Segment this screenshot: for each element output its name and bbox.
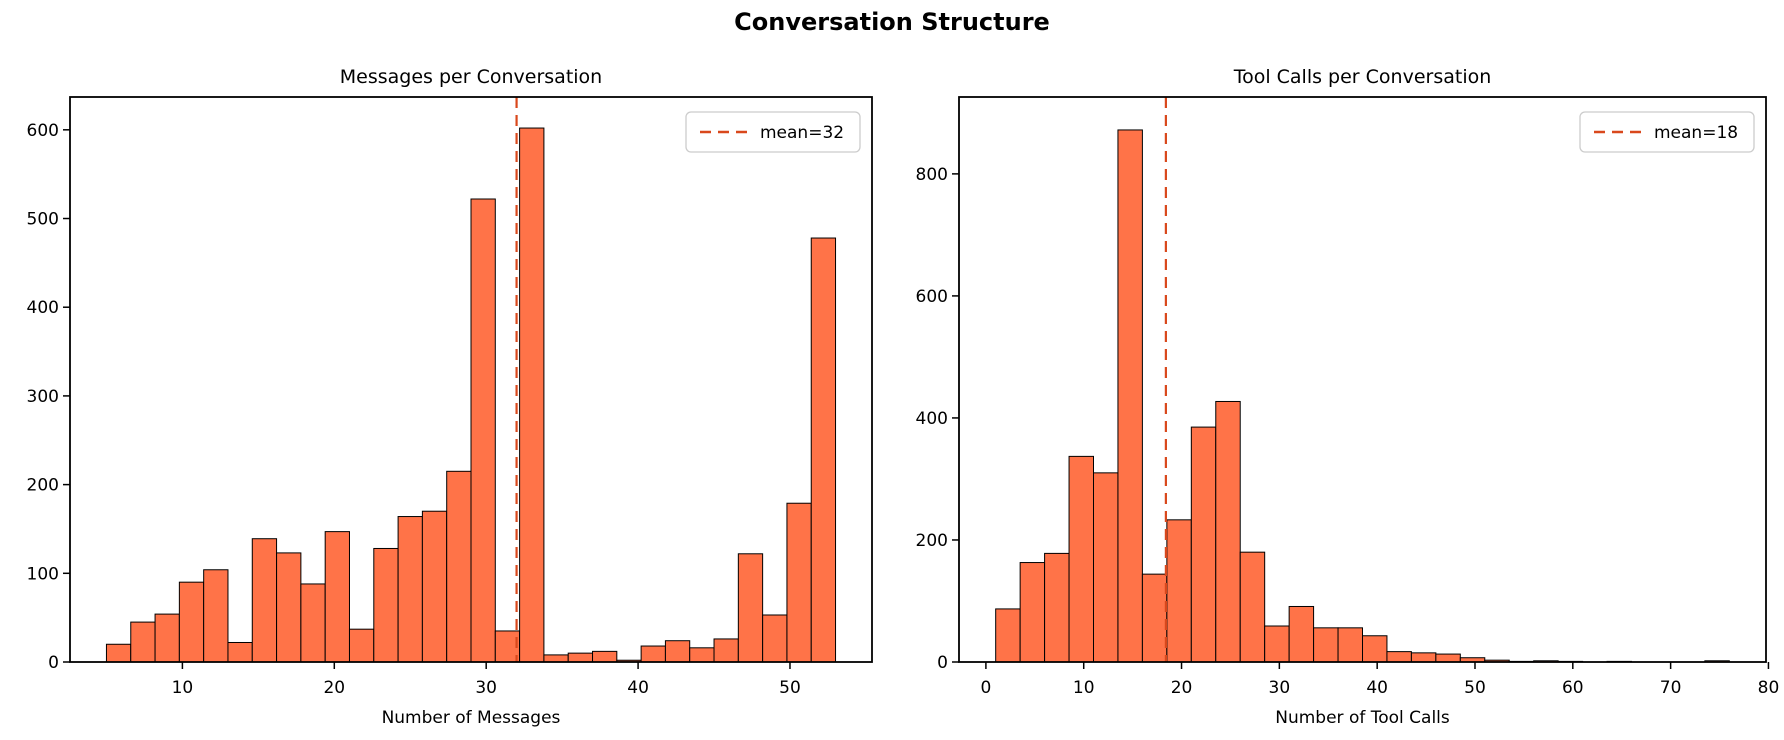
histogram-bar xyxy=(1117,129,1143,663)
legend: mean=32 xyxy=(685,111,861,153)
x-tick-label: 40 xyxy=(1366,678,1388,698)
legend-label: mean=18 xyxy=(1654,123,1738,143)
messages-histogram-bars xyxy=(105,127,837,663)
histogram-bar xyxy=(154,613,180,663)
x-axis-label: Number of Messages xyxy=(382,708,561,728)
histogram-bar xyxy=(592,650,618,663)
x-tick-label: 70 xyxy=(1660,678,1682,698)
histogram-bar xyxy=(1141,573,1168,663)
histogram-bar xyxy=(1362,635,1388,663)
histogram-bar xyxy=(737,553,764,663)
histogram-bar xyxy=(421,510,448,663)
histogram-bar xyxy=(1166,519,1192,663)
histogram-bar xyxy=(640,645,666,663)
histogram-bar xyxy=(1288,605,1315,663)
histogram-bar xyxy=(276,552,302,663)
y-tick-label: 0 xyxy=(48,653,59,673)
plot-border xyxy=(958,96,1767,663)
histogram-bar xyxy=(1386,651,1412,663)
histogram-bar xyxy=(251,538,278,663)
histogram-bar xyxy=(1264,625,1290,663)
y-tick-label: 300 xyxy=(27,387,59,407)
histogram-bar xyxy=(567,652,594,663)
y-tick-label: 600 xyxy=(27,121,59,141)
legend-label: mean=32 xyxy=(760,123,844,143)
subplot-title: Messages per Conversation xyxy=(340,66,602,88)
figure-title: Conversation Structure xyxy=(734,8,1050,36)
histogram-bar xyxy=(227,641,253,663)
x-tick-label: 30 xyxy=(1269,678,1291,698)
histogram-bar xyxy=(689,647,715,663)
histogram-bar xyxy=(1239,551,1266,663)
histogram-bar xyxy=(519,127,545,663)
legend-box xyxy=(685,111,861,153)
histogram-bar xyxy=(1044,552,1070,663)
histogram-bar xyxy=(348,628,375,663)
histogram-bar xyxy=(713,638,739,663)
y-tick-label: 500 xyxy=(27,210,59,230)
legend: mean=18 xyxy=(1579,111,1755,153)
histogram-bar xyxy=(664,640,691,663)
histogram-bar xyxy=(1215,400,1241,663)
x-tick-label: 60 xyxy=(1562,678,1584,698)
histogram-bar xyxy=(105,643,132,663)
x-tick-label: 10 xyxy=(172,678,194,698)
histogram-bar xyxy=(178,581,205,663)
y-tick-label: 200 xyxy=(27,476,59,496)
histogram-bar xyxy=(1313,627,1339,663)
histogram-bar xyxy=(786,502,812,663)
histogram-bar xyxy=(762,614,788,663)
histogram-bar xyxy=(1019,562,1046,663)
y-tick-label: 400 xyxy=(27,298,59,318)
x-tick-label: 50 xyxy=(779,678,801,698)
histogram-bar xyxy=(1435,653,1461,663)
x-tick-label: 40 xyxy=(627,678,649,698)
x-tick-label: 50 xyxy=(1464,678,1486,698)
x-tick-label: 80 xyxy=(1758,678,1780,698)
histogram-bar xyxy=(470,198,496,663)
histogram-bar xyxy=(1337,627,1364,663)
legend-box xyxy=(1579,111,1755,153)
histogram-bar xyxy=(1410,652,1437,663)
histogram-bar xyxy=(446,470,472,663)
x-tick-label: 20 xyxy=(1171,678,1193,698)
histogram-bar xyxy=(203,569,229,663)
y-tick-label: 400 xyxy=(916,409,948,429)
histogram-bar xyxy=(300,583,326,663)
histogram-bar xyxy=(130,621,156,663)
histogram-bar xyxy=(1190,426,1217,663)
tool-calls-histogram-bars xyxy=(995,129,1730,663)
x-axis-label: Number of Tool Calls xyxy=(1275,708,1450,728)
y-tick-label: 200 xyxy=(916,531,948,551)
x-tick-label: 30 xyxy=(475,678,497,698)
histogram-bar xyxy=(810,237,837,663)
plot-border xyxy=(69,96,873,663)
histogram-bar xyxy=(1068,455,1095,663)
y-tick-label: 100 xyxy=(27,564,59,584)
x-tick-label: 20 xyxy=(323,678,345,698)
x-tick-label: 10 xyxy=(1073,678,1095,698)
histogram-bar xyxy=(373,547,399,663)
y-tick-label: 600 xyxy=(916,287,948,307)
x-tick-label: 0 xyxy=(980,678,991,698)
histogram-bar xyxy=(995,608,1021,663)
histogram-bar xyxy=(397,516,423,663)
histogram-bar xyxy=(1093,472,1119,663)
histogram-bar xyxy=(324,531,350,663)
y-tick-label: 800 xyxy=(916,165,948,185)
y-tick-label: 0 xyxy=(937,653,948,673)
histogram-bar xyxy=(543,654,569,663)
subplot-title: Tool Calls per Conversation xyxy=(1233,66,1492,88)
